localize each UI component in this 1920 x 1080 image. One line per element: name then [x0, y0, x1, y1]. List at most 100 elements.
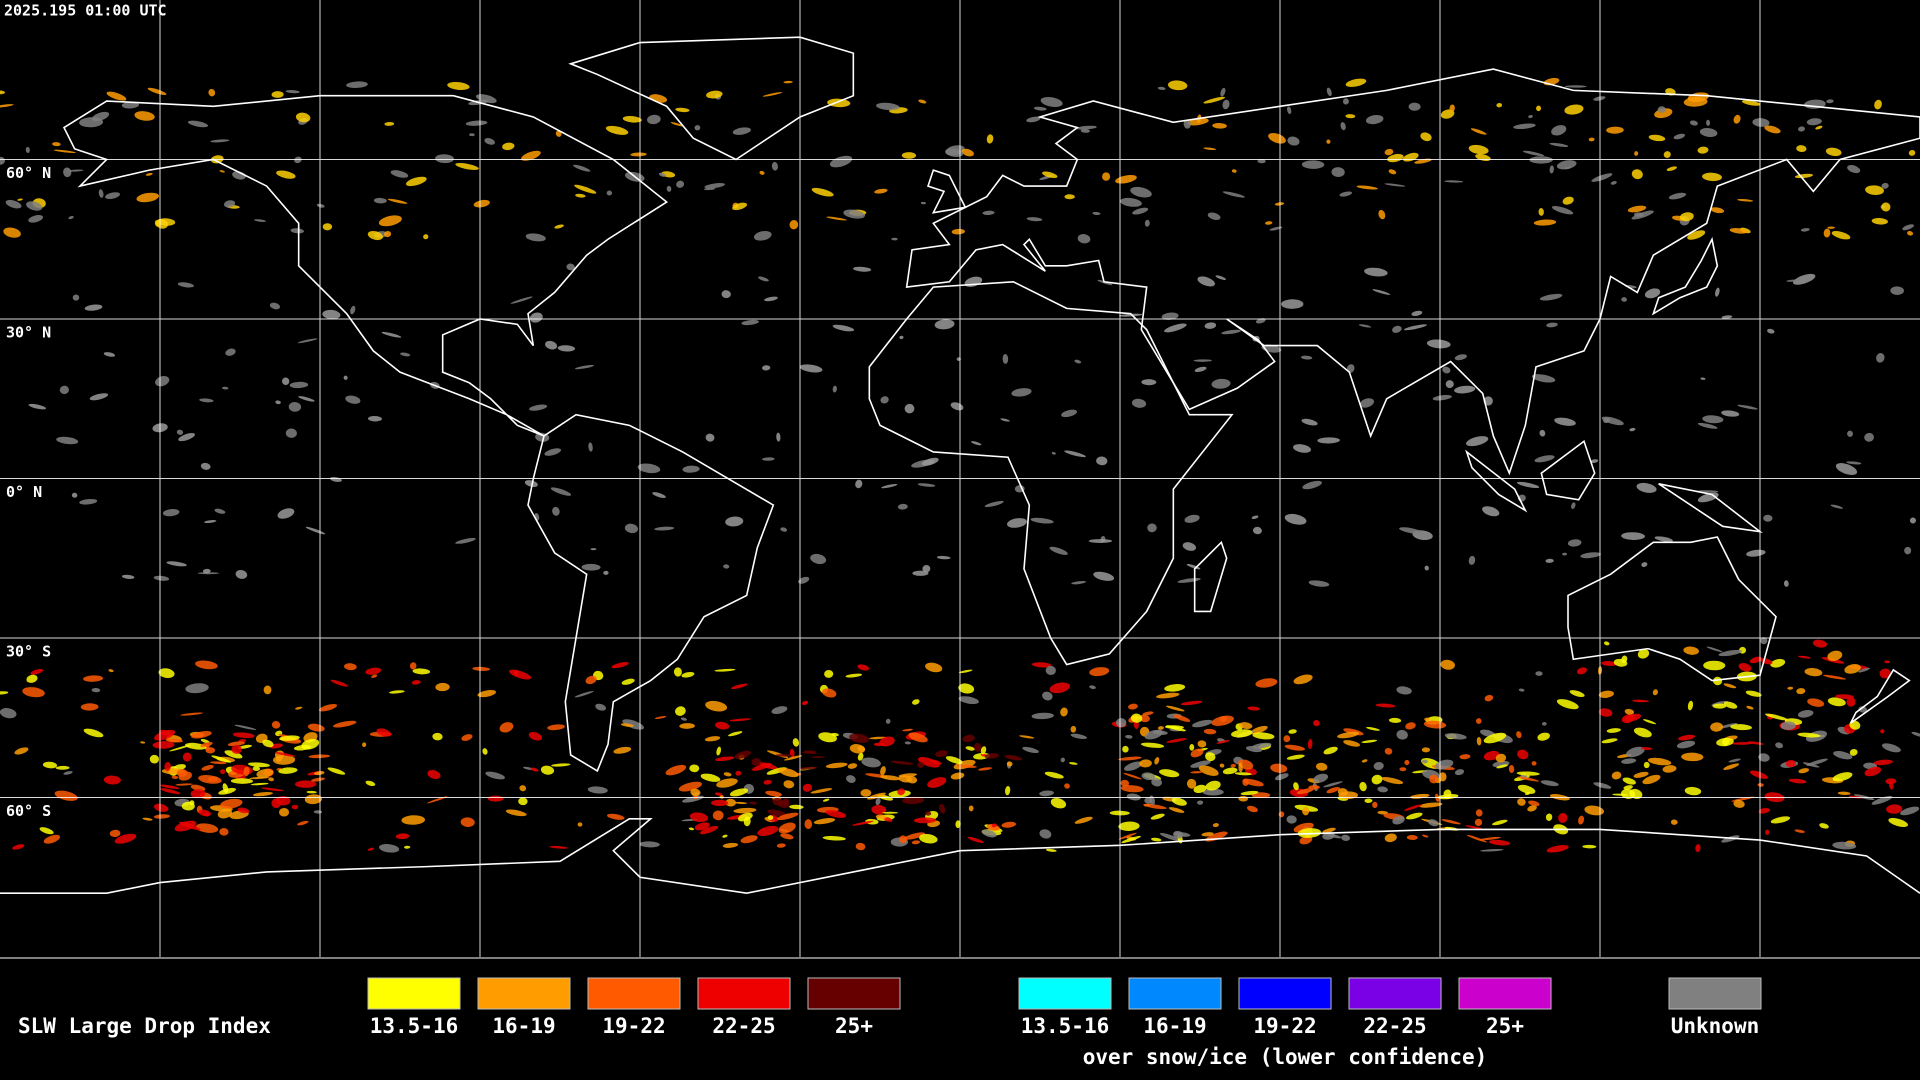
cloud-patch	[861, 757, 881, 768]
cloud-patch	[1807, 698, 1825, 707]
cloud-patch	[153, 814, 170, 819]
cloud-patch	[1165, 705, 1185, 712]
cloud-patch	[379, 844, 400, 853]
cloud-patch	[875, 814, 887, 820]
cloud-patch	[825, 809, 847, 818]
cloud-patch	[1190, 771, 1203, 774]
cloud-patch	[730, 683, 748, 690]
cloud-patch	[735, 770, 742, 776]
cloud-patch	[1070, 725, 1077, 733]
cloud-patch	[1518, 688, 1525, 692]
cloud-patch	[1876, 353, 1885, 363]
cloud-patch	[1873, 759, 1893, 766]
cloud-patch	[605, 125, 629, 135]
cloud-patch	[1293, 782, 1299, 791]
cloud-patch	[1697, 422, 1718, 429]
cloud-patch	[1365, 114, 1384, 125]
cloud-patch	[1371, 774, 1383, 785]
cloud-patch	[1641, 562, 1648, 567]
cloud-patch	[83, 728, 104, 738]
cloud-patch	[1522, 150, 1545, 157]
cloud-patch	[1384, 183, 1406, 187]
cloud-patch	[1454, 385, 1476, 394]
legend-swatch	[1348, 977, 1442, 1010]
cloud-patch	[147, 87, 167, 95]
cloud-patch	[1356, 185, 1378, 190]
cloud-patch	[908, 732, 928, 743]
cloud-patch	[679, 723, 695, 729]
cloud-patch	[1729, 228, 1748, 234]
cloud-patch	[28, 215, 44, 223]
cloud-patch	[789, 219, 799, 230]
cloud-patch	[1089, 685, 1096, 690]
cloud-patch	[1643, 719, 1657, 725]
cloud-patch	[950, 772, 965, 780]
cloud-patch	[1219, 716, 1227, 722]
cloud-patch	[958, 683, 975, 694]
legend-swatch	[477, 977, 571, 1010]
cloud-patch	[857, 752, 864, 761]
cloud-patch	[945, 756, 963, 764]
cloud-patch	[1723, 701, 1738, 709]
cloud-patch	[145, 172, 153, 176]
cloud-patch	[250, 782, 269, 786]
cloud-patch	[958, 696, 979, 705]
cloud-patch	[1040, 96, 1063, 107]
cloud-patch	[105, 192, 121, 200]
cloud-patch	[1143, 803, 1167, 810]
cloud-patch	[712, 810, 724, 821]
cloud-patch	[678, 781, 702, 792]
cloud-patch	[611, 662, 629, 669]
cloud-patch	[716, 778, 738, 788]
cloud-patch	[955, 820, 961, 829]
cloud-patch	[220, 769, 226, 775]
cloud-patch	[550, 487, 572, 496]
cloud-patch	[1475, 809, 1483, 817]
cloud-patch	[1031, 662, 1052, 668]
cloud-patch	[1642, 774, 1661, 785]
cloud-patch	[1125, 734, 1133, 739]
cloud-patch	[1422, 834, 1429, 838]
cloud-patch	[169, 744, 192, 752]
cloud-patch	[1551, 206, 1574, 215]
cloud-patch	[798, 576, 810, 584]
cloud-patch	[1847, 164, 1861, 174]
cloud-patch	[1064, 783, 1070, 789]
cloud-patch	[1508, 765, 1515, 774]
cloud-patch	[1676, 740, 1696, 749]
cloud-patch	[1567, 539, 1582, 547]
cloud-patch	[673, 667, 682, 677]
cloud-patch	[1074, 359, 1082, 364]
cloud-patch	[1796, 688, 1806, 695]
cloud-patch	[984, 500, 1004, 508]
cloud-patch	[1242, 778, 1264, 787]
cloud-patch	[846, 775, 856, 783]
cloud-patch	[1634, 151, 1639, 156]
cloud-patch	[722, 842, 739, 848]
cloud-patch	[164, 761, 171, 772]
cloud-patch	[705, 433, 715, 442]
cloud-patch	[1468, 144, 1489, 155]
cloud-patch	[1192, 719, 1213, 728]
cloud-patch	[271, 91, 284, 98]
cloud-patch	[1517, 749, 1529, 760]
cloud-patch	[1466, 834, 1487, 843]
cloud-patch	[142, 817, 153, 821]
cloud-patch	[1531, 374, 1556, 383]
cloud-patch	[1534, 455, 1555, 463]
cloud-patch	[134, 111, 155, 121]
cloud-patch	[1537, 732, 1550, 741]
cloud-patch	[165, 738, 183, 743]
cloud-patch	[201, 765, 214, 771]
cloud-patch	[1620, 788, 1636, 799]
cloud-patch	[1601, 738, 1618, 744]
cloud-patch	[1825, 147, 1842, 157]
cloud-patch	[1323, 746, 1338, 755]
new-guinea	[1658, 483, 1763, 533]
cloud-patch	[1293, 674, 1313, 685]
cloud-patch	[1301, 160, 1325, 169]
cloud-patch	[171, 775, 179, 779]
cloud-patch	[737, 812, 753, 822]
cloud-patch	[1164, 684, 1186, 692]
cloud-patch	[1167, 80, 1188, 91]
